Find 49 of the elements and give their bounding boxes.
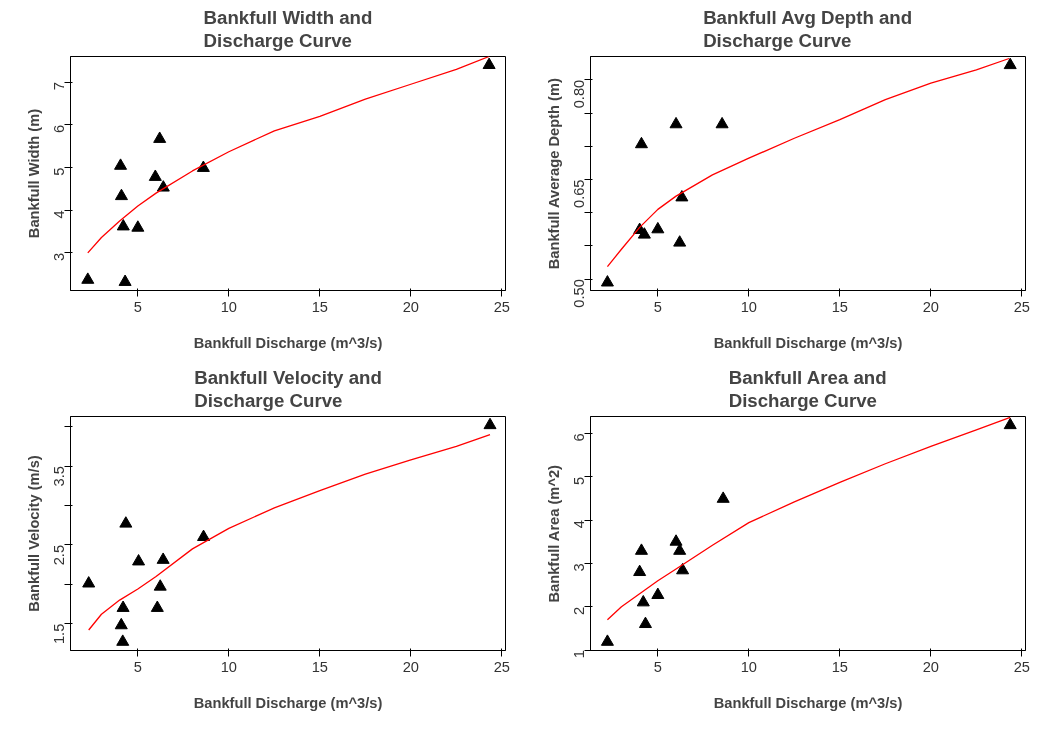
y-axis-title: Bankfull Width (m) <box>25 108 42 239</box>
y-tick-label: 3 <box>571 563 588 572</box>
y-tick-label: 1.5 <box>51 623 68 645</box>
x-tick-label: 20 <box>922 658 940 675</box>
x-tick-label: 25 <box>493 658 511 675</box>
y-tick-label: 4 <box>51 210 68 219</box>
x-tick-label: 25 <box>1013 298 1031 315</box>
x-tick-label: 5 <box>133 658 142 675</box>
x-axis-title: Bankfull Discharge (m^3/s) <box>713 334 903 351</box>
x-tick-label: 5 <box>133 298 142 315</box>
y-tick-label: 1 <box>571 650 588 659</box>
x-tick-label: 15 <box>831 298 849 315</box>
x-tick-label: 10 <box>740 298 758 315</box>
x-tick-label: 20 <box>402 298 420 315</box>
x-tick-label: 25 <box>1013 658 1031 675</box>
x-axis-title: Bankfull Discharge (m^3/s) <box>713 694 903 711</box>
y-axis-title: Bankfull Area (m^2) <box>545 464 562 603</box>
chart-title: Bankfull Width and Discharge Curve <box>203 7 373 52</box>
chart-title: Bankfull Avg Depth and Discharge Curve <box>703 7 913 52</box>
chart-title: Bankfull Area and Discharge Curve <box>728 367 887 412</box>
y-tick-label: 5 <box>571 476 588 485</box>
y-axis-title: Bankfull Velocity (m/s) <box>25 455 42 612</box>
x-tick-label: 15 <box>831 658 849 675</box>
y-tick-label: 0.65 <box>571 179 588 209</box>
y-tick-label: 7 <box>51 82 68 91</box>
y-tick-label: 3.5 <box>51 466 68 487</box>
y-axis-title: Bankfull Average Depth (m) <box>545 78 562 270</box>
x-tick-label: 25 <box>493 298 511 315</box>
x-axis-title: Bankfull Discharge (m^3/s) <box>193 334 383 351</box>
y-tick-label: 2 <box>571 606 588 615</box>
x-tick-label: 5 <box>653 298 662 315</box>
y-tick-label: 4 <box>571 520 588 529</box>
x-tick-label: 10 <box>740 658 758 675</box>
x-tick-label: 15 <box>311 298 329 315</box>
x-axis-title: Bankfull Discharge (m^3/s) <box>193 694 383 711</box>
x-tick-label: 5 <box>653 658 662 675</box>
y-tick-label: 6 <box>571 433 588 442</box>
y-tick-label: 5 <box>51 167 68 176</box>
x-tick-label: 20 <box>402 658 420 675</box>
y-tick-label: 6 <box>51 124 68 133</box>
x-tick-label: 10 <box>220 298 238 315</box>
x-tick-label: 20 <box>922 298 940 315</box>
chart-title: Bankfull Velocity and Discharge Curve <box>194 367 382 412</box>
x-tick-label: 10 <box>220 658 238 675</box>
y-tick-label: 0.50 <box>571 279 588 308</box>
x-tick-label: 15 <box>311 658 329 675</box>
y-tick-label: 2.5 <box>51 544 68 566</box>
y-tick-label: 3 <box>51 252 68 262</box>
y-tick-label: 0.80 <box>571 79 588 109</box>
